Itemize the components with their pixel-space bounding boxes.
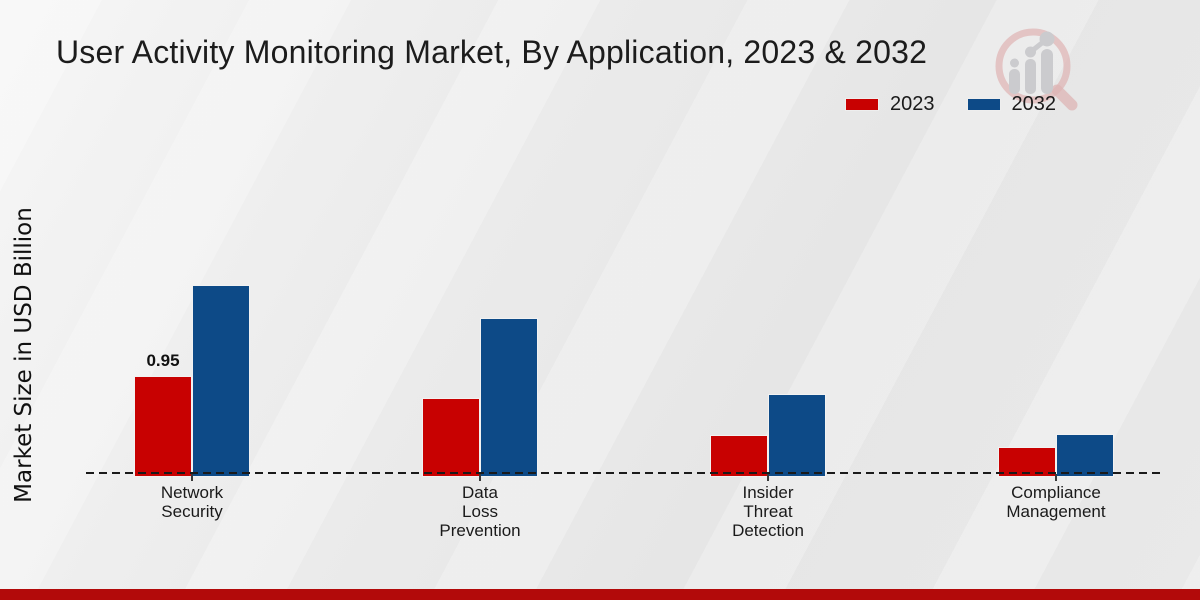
legend: 2023 2032 <box>845 93 1056 116</box>
bar-2023-cat1 <box>422 398 480 477</box>
bottom-accent-bar <box>0 589 1200 600</box>
x-axis-tick <box>191 474 193 481</box>
category-label: Data Loss Prevention <box>439 483 521 540</box>
legend-swatch-2032 <box>966 98 1001 111</box>
x-axis-baseline <box>86 472 1163 474</box>
x-axis-tick <box>767 474 769 481</box>
x-axis-tick <box>479 474 481 481</box>
bar-2032-cat3 <box>1056 434 1114 477</box>
legend-item-2032: 2032 <box>966 93 1057 116</box>
bar-2032-cat2 <box>768 394 826 477</box>
legend-label-2032: 2032 <box>1011 93 1057 115</box>
bar-value-label: 0.95 <box>146 351 180 370</box>
legend-item-2023: 2023 <box>845 93 935 116</box>
bar-2023-cat2 <box>710 435 768 477</box>
bar-2032-cat0 <box>192 285 250 477</box>
category-label: Compliance Management <box>1006 483 1106 521</box>
legend-swatch-2023 <box>845 98 879 111</box>
category-label: Network Security <box>160 483 224 521</box>
category-label: Insider Threat Detection <box>732 483 804 540</box>
chart-title: User Activity Monitoring Market, By Appl… <box>56 34 928 70</box>
x-axis-tick <box>1055 474 1057 481</box>
legend-label-2023: 2023 <box>890 93 935 115</box>
magnifier-growth-chart-logo-icon <box>995 28 1078 111</box>
bar-2023-cat0 <box>134 376 192 477</box>
bar-2032-cat1 <box>480 318 538 477</box>
